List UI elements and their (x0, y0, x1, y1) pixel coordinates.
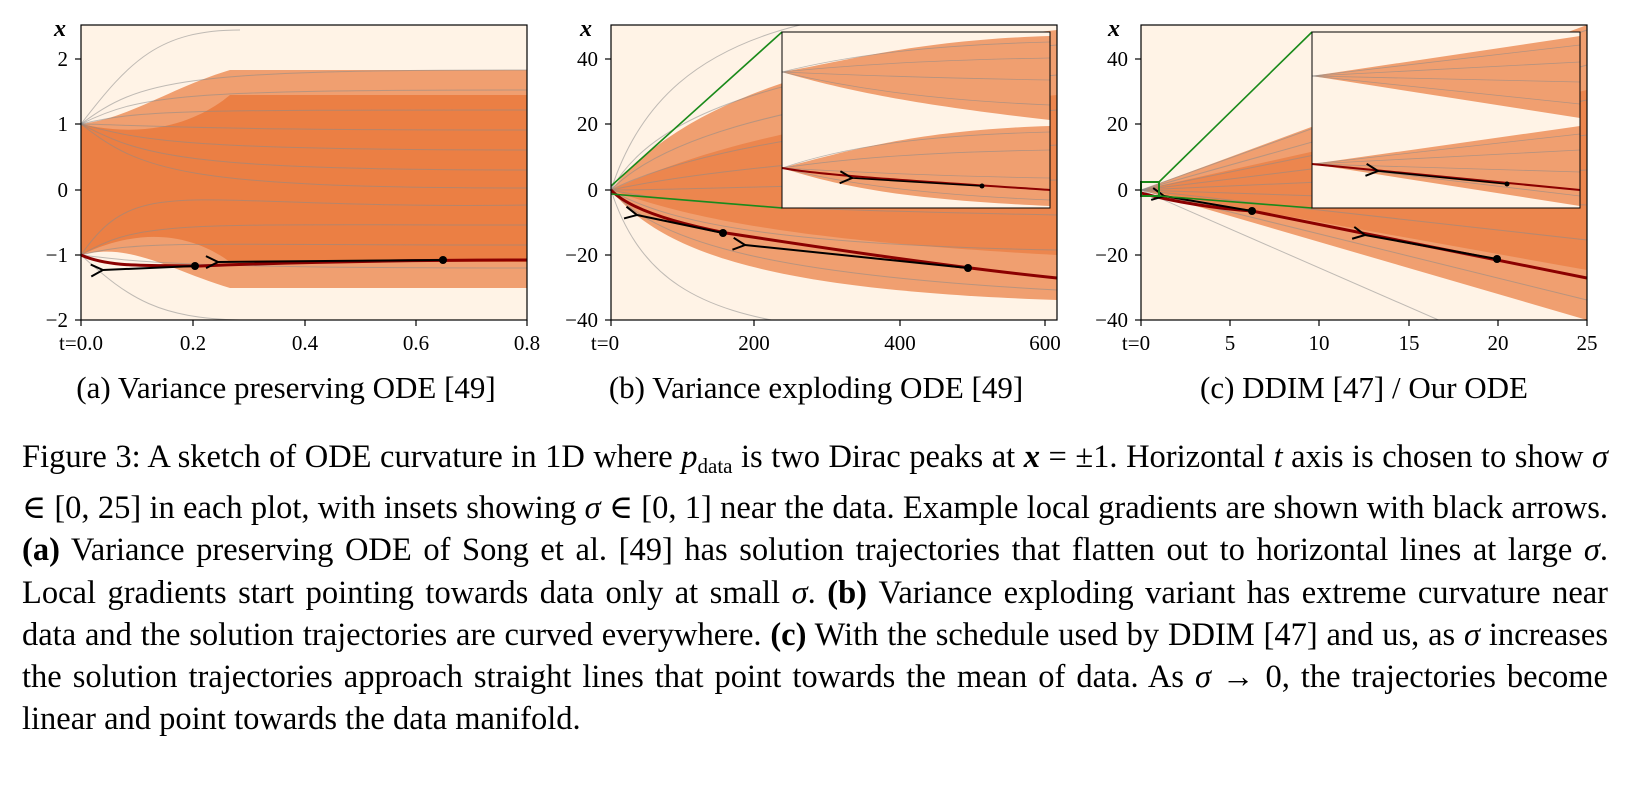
panel-b-ytick-1: 20 (577, 112, 598, 136)
caption-text-10: Variance exploding variant has extreme c… (22, 574, 1609, 653)
panel-b-inset-links (610, 31, 783, 209)
caption-paragraph: Figure 3: A sketch of ODE curvature in 1… (22, 436, 1608, 740)
panel-b-xtick-2: 600 (1029, 331, 1061, 355)
panel-a-point-1 (191, 262, 199, 270)
panel-c-point-2 (1493, 255, 1501, 263)
panel-b-inset (781, 31, 1051, 209)
panel-c-frame (1140, 24, 1588, 321)
panel-b-ytick-4: −40 (565, 308, 598, 332)
caption-text-4: axis is chosen to show (1282, 439, 1592, 475)
panel-a-ytick-0: 2 (58, 47, 69, 71)
caption-text-5: ∈ [0, 25] in each plot, with insets show… (22, 490, 585, 527)
panel-c-inset-frame (1311, 31, 1581, 209)
caption-text-9: . (807, 574, 828, 611)
panel-b-ytick-3: −20 (565, 243, 598, 267)
caption-math-p: p (681, 439, 698, 475)
panel-a-density-band (81, 70, 527, 288)
panel-b-xtick-0: 200 (738, 331, 770, 355)
panel-b-xtick-1: 400 (884, 331, 916, 355)
panel-a-density-core (81, 95, 527, 262)
panel-c-ytick-1: 20 (1107, 112, 1128, 136)
panel-c-ytick-3: −20 (1095, 243, 1128, 267)
panel-b-subcaption: (b) Variance exploding ODE [49] (609, 370, 1023, 405)
caption-text-7: Variance preserving ODE of Song et al. [… (59, 532, 1584, 569)
panel-a-ylabel: x (53, 16, 66, 42)
panel-a-xtick-1: 0.4 (292, 331, 319, 355)
panel-a-point-2 (439, 256, 447, 264)
caption-text-11: With the schedule used by DDIM [47] and … (806, 616, 1465, 653)
caption-math-sigma-6: σ (1194, 659, 1211, 696)
panel-c-ytick-4: −40 (1095, 308, 1128, 332)
caption-math-sigma-3: σ (1583, 532, 1600, 569)
caption-math-sigma-5: σ (1464, 616, 1481, 653)
caption-math-t: t (1273, 439, 1283, 475)
panel-b-y-ticks (605, 58, 611, 321)
panel-a: 2 1 0 −1 −2 x t=0.0 0.2 0.4 0.6 0.8 (a) … (46, 16, 540, 405)
panel-c-inset-links (1158, 31, 1313, 209)
caption-text-12: increases the solution trajectories appr… (22, 616, 1608, 696)
panel-a-ytick-1: 1 (58, 112, 69, 136)
panel-b-point-2 (964, 264, 972, 272)
caption-math-p-sub: data (697, 454, 733, 478)
caption-text-13: → 0, the trajectories become linear and … (22, 659, 1608, 738)
panel-c-xtick-start: t=0 (1122, 331, 1150, 355)
panel-c-inset (1311, 31, 1581, 209)
panel-a-y-ticks (75, 58, 81, 321)
panel-a-xtick-2: 0.6 (403, 331, 429, 355)
caption-math-sigma-4: σ (791, 574, 808, 611)
caption-text-3: = ±1. Horizontal (1039, 439, 1274, 475)
caption-label-a: (a) (22, 532, 60, 569)
panel-c-xtick-1: 10 (1309, 331, 1330, 355)
caption-math-sigma-1: σ (1591, 439, 1608, 475)
panel-a-frame (80, 24, 528, 321)
panel-a-xtick-3: 0.8 (514, 331, 540, 355)
panel-b-point-1 (719, 229, 727, 237)
panel-b-ylabel: x (579, 16, 592, 42)
panel-c: 40 20 0 −20 −40 x t=0 5 10 15 20 25 (c) … (1095, 16, 1597, 405)
panel-a-xtick-0: 0.2 (180, 331, 206, 355)
panel-a-ytick-4: −2 (46, 308, 68, 332)
panel-b-inset-frame (781, 31, 1051, 209)
caption-text-8: . Local gradients start pointing towards… (22, 532, 1608, 611)
panel-c-ytick-2: 0 (1118, 178, 1129, 202)
panel-c-gradient-arrows (1164, 196, 1498, 260)
panel-a-ytick-3: −1 (46, 243, 68, 267)
caption-text-1: Figure 3: A sketch of ODE curvature in 1… (22, 439, 682, 475)
panel-c-y-ticks (1135, 58, 1141, 321)
figure-caption: Figure 3: A sketch of ODE curvature in 1… (22, 436, 1608, 740)
caption-label-c: (c) (770, 616, 807, 653)
panel-c-ytick-0: 40 (1107, 47, 1128, 71)
caption-text-2: is two Dirac peaks at (732, 439, 1024, 475)
panel-b-xtick-start: t=0 (591, 331, 619, 355)
panel-a-xtick-start: t=0.0 (59, 331, 103, 355)
caption-text-6: ∈ [0, 1] near the data. Example local gr… (600, 490, 1608, 527)
panel-a-x-ticks (80, 320, 528, 326)
panel-c-x-ticks (1140, 320, 1588, 326)
panel-c-ylabel: x (1107, 16, 1120, 42)
panel-b-ytick-0: 40 (577, 47, 598, 71)
panel-b-ytick-2: 0 (588, 178, 599, 202)
caption-label-b: (b) (827, 574, 867, 611)
panel-b: 40 20 0 −20 −40 x t=0 200 400 600 (b) Va… (565, 16, 1061, 405)
panel-a-ytick-2: 0 (58, 178, 69, 202)
panel-b-x-ticks (610, 320, 1046, 326)
caption-math-sigma-2: σ (584, 490, 601, 527)
figure-3: 2 1 0 −1 −2 x t=0.0 0.2 0.4 0.6 0.8 (a) … (46, 16, 1598, 405)
panel-c-subcaption: (c) DDIM [47] / Our ODE (1200, 370, 1528, 405)
panel-c-xtick-0: 5 (1225, 331, 1236, 355)
panel-c-point-1 (1248, 207, 1256, 215)
panel-a-gradient-arrows (103, 260, 444, 270)
panel-c-xtick-3: 20 (1488, 331, 1509, 355)
panel-b-frame (610, 24, 1058, 321)
panel-c-xtick-4: 25 (1577, 331, 1598, 355)
caption-math-x: x (1023, 439, 1040, 475)
panel-a-subcaption: (a) Variance preserving ODE [49] (76, 370, 495, 405)
panel-b-gradient-arrows (637, 215, 969, 269)
panel-a-trajectories (81, 29, 527, 320)
panel-c-xtick-2: 15 (1399, 331, 1420, 355)
